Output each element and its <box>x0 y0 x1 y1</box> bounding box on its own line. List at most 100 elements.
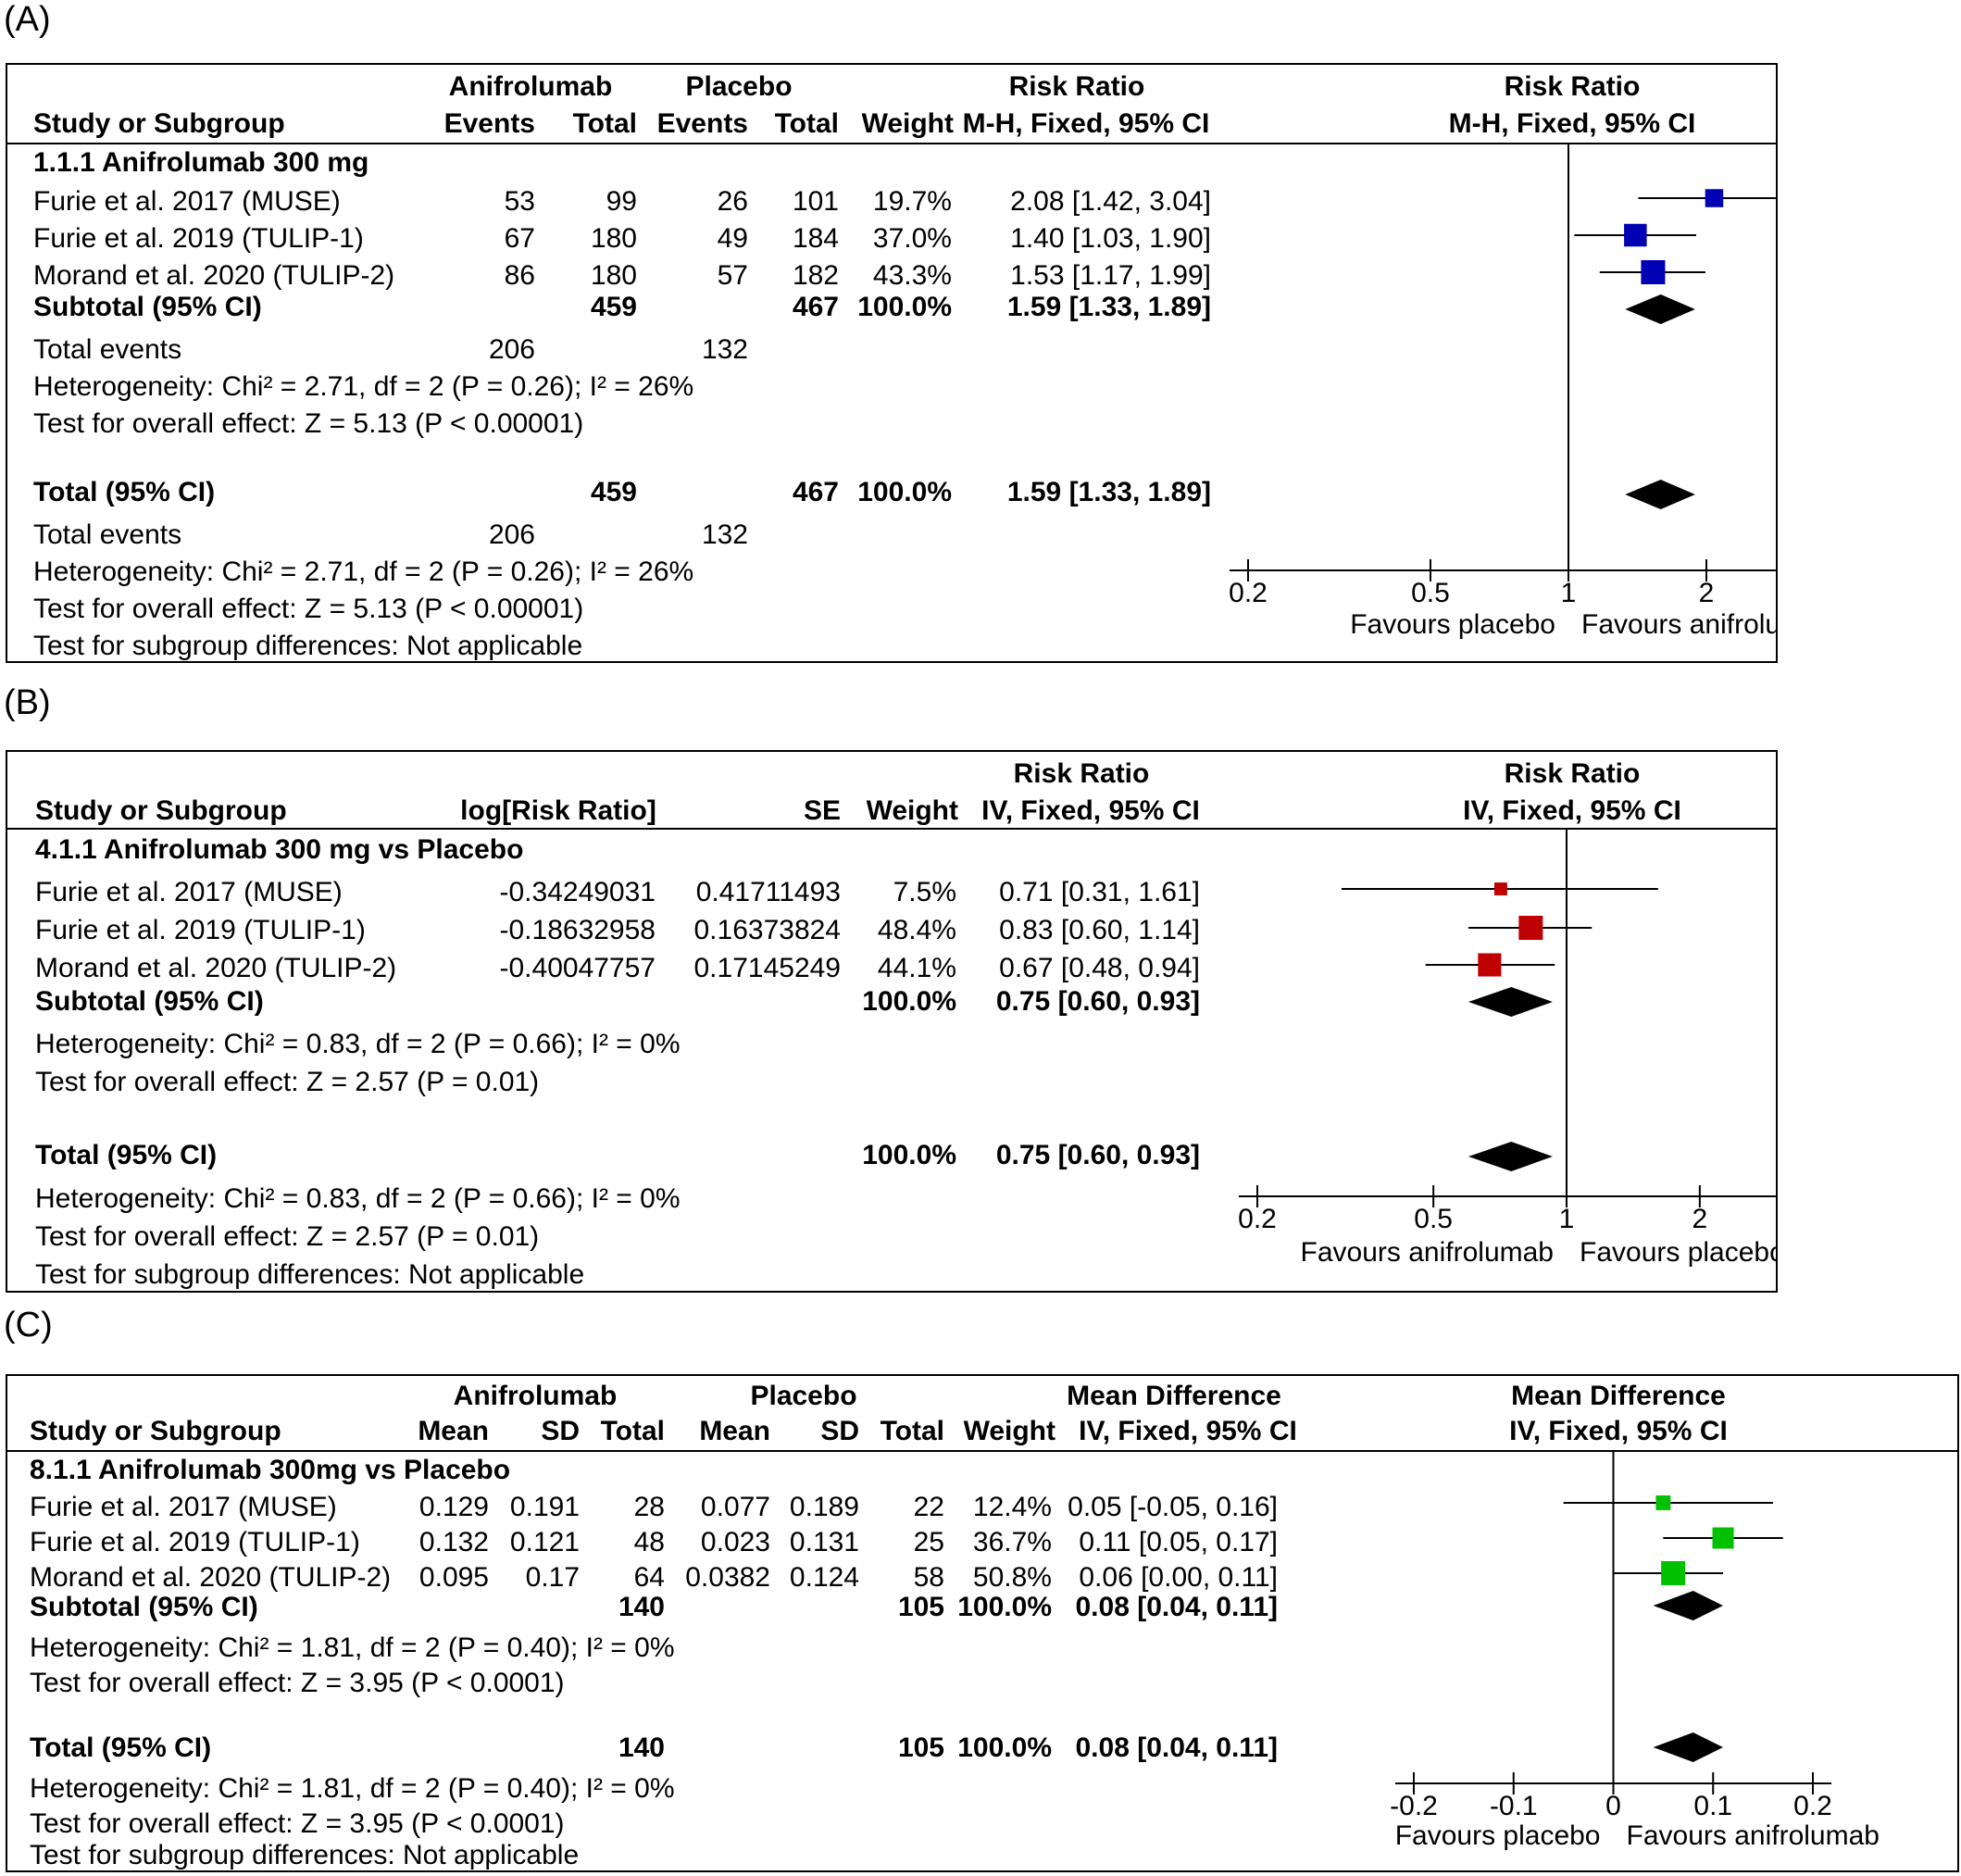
total-weight: 100.0% <box>957 1732 1052 1763</box>
effect-method-header: IV, Fixed, 95% CI <box>981 795 1200 826</box>
heterogeneity: Heterogeneity: Chi² = 1.81, df = 2 (P = … <box>30 1632 675 1663</box>
pooled-diamond <box>1625 294 1695 324</box>
study-name: Furie et al. 2019 (TULIP-1) <box>35 915 366 945</box>
group2-header: Placebo <box>750 1381 857 1411</box>
weight-value: 48.4% <box>877 915 956 945</box>
group2-header: Placebo <box>685 71 793 102</box>
total-value: 25 <box>913 1527 944 1557</box>
subtotal-weight: 100.0% <box>857 292 952 322</box>
overall-effect-test: Test for overall effect: Z = 5.13 (P < 0… <box>33 408 584 439</box>
plot-method-header: M-H, Fixed, 95% CI <box>1448 108 1696 139</box>
total-ci: 0.08 [0.04, 0.11] <box>1075 1732 1279 1763</box>
total-label: Total (95% CI) <box>33 477 216 507</box>
total-value: 64 <box>633 1562 665 1593</box>
plot-header: Risk Ratio <box>1504 71 1641 102</box>
events-value: 26 <box>717 186 748 217</box>
total-label: Total (95% CI) <box>35 1140 218 1170</box>
study-point <box>1712 1527 1734 1549</box>
plot-header: Risk Ratio <box>1504 758 1641 789</box>
total-events-label: Total events <box>33 334 182 365</box>
study-name: Morand et al. 2020 (TULIP-2) <box>33 260 395 291</box>
panel-c: Anifrolumab Placebo Mean Difference Mean… <box>6 1374 1959 1872</box>
sd-header: SD <box>541 1416 580 1446</box>
header-separator <box>7 143 1776 144</box>
events-header: Events <box>656 108 748 139</box>
panel-b: Risk Ratio Risk Ratio Study or Subgroup … <box>6 750 1778 1293</box>
mean-value: 0.095 <box>418 1562 489 1593</box>
favours-right-label: Favours anifrolumab <box>1581 609 1778 640</box>
tick-label: -0.2 <box>1390 1791 1438 1821</box>
study-name: Furie et al. 2017 (MUSE) <box>30 1492 337 1522</box>
effect-ci: 1.40 [1.03, 1.90] <box>1010 223 1211 254</box>
pooled-diamond <box>1468 1142 1553 1171</box>
events-value: 57 <box>717 260 748 291</box>
total-events-label: Total events <box>33 519 182 550</box>
sd-value: 0.17 <box>525 1562 580 1593</box>
study-name: Morand et al. 2020 (TULIP-2) <box>35 953 397 983</box>
weight-value: 43.3% <box>872 260 952 291</box>
log-rr-header: log[Risk Ratio] <box>460 795 656 826</box>
weight-header: Weight <box>866 795 958 826</box>
total-total1: 140 <box>618 1732 665 1763</box>
heterogeneity: Heterogeneity: Chi² = 1.81, df = 2 (P = … <box>30 1773 675 1804</box>
sd-value: 0.124 <box>789 1562 859 1593</box>
plot-method-header: IV, Fixed, 95% CI <box>1509 1416 1728 1446</box>
mean-value: 0.0382 <box>685 1562 770 1593</box>
total-header: Total <box>880 1416 944 1446</box>
group1-header: Anifrolumab <box>453 1381 618 1411</box>
tick-label: 0.5 <box>1411 578 1450 608</box>
tick-label: 2 <box>1692 1204 1708 1234</box>
sd-value: 0.189 <box>789 1492 859 1522</box>
favours-right-label: Favours anifrolumab <box>1627 1820 1880 1851</box>
total-value: 101 <box>792 186 839 217</box>
tick-label: 1 <box>1559 1204 1575 1234</box>
events-value: 86 <box>504 260 535 291</box>
tick-label: 0.1 <box>1693 1791 1732 1821</box>
total-value: 22 <box>913 1492 944 1522</box>
study-name: Furie et al. 2019 (TULIP-1) <box>30 1527 360 1557</box>
sd-value: 0.131 <box>789 1527 859 1557</box>
total-value: 48 <box>633 1527 665 1557</box>
mean-value: 0.129 <box>418 1492 489 1522</box>
subtotal-label: Subtotal (95% CI) <box>33 292 262 322</box>
pooled-diamond <box>1653 1732 1724 1762</box>
study-point <box>1478 953 1502 977</box>
study-column-header: Study or Subgroup <box>30 1416 281 1446</box>
effect-header: Mean Difference <box>1067 1381 1281 1411</box>
overall-effect-test: Test for overall effect: Z = 3.95 (P < 0… <box>30 1808 565 1839</box>
mean-value: 0.077 <box>700 1492 770 1522</box>
effect-ci: 0.71 [0.31, 1.61] <box>999 877 1200 907</box>
study-point <box>1518 916 1543 940</box>
study-column-header: Study or Subgroup <box>33 108 285 139</box>
events-value: 49 <box>717 223 748 254</box>
mean-value: 0.023 <box>700 1527 770 1557</box>
effect-ci: 0.06 [0.00, 0.11] <box>1079 1562 1278 1593</box>
panel-a-label: (A) <box>4 0 51 39</box>
pooled-diamond <box>1653 1591 1724 1620</box>
total-label: Total (95% CI) <box>30 1732 212 1763</box>
weight-value: 37.0% <box>872 223 952 254</box>
total-events-2: 132 <box>701 519 748 550</box>
total-header: Total <box>600 1416 665 1446</box>
forest-plot-c: Favours placebo Favours anifrolumab -0.2… <box>1390 1450 1880 1851</box>
forest-plot-b: Favours anifrolumab Favours placebo 0.2 0… <box>1238 828 1776 1268</box>
effect-method-header: IV, Fixed, 95% CI <box>1079 1416 1297 1446</box>
header-separator <box>7 828 1776 830</box>
se-value: 0.17145249 <box>693 953 842 983</box>
favours-left-label: Favours placebo <box>1395 1820 1601 1851</box>
subtotal-weight: 100.0% <box>862 986 956 1017</box>
total-total2: 467 <box>792 477 839 507</box>
total-ci: 1.59 [1.33, 1.89] <box>1006 477 1211 507</box>
pooled-diamond <box>1625 480 1695 509</box>
weight-value: 19.7% <box>872 186 952 217</box>
effect-ci: 1.53 [1.17, 1.99] <box>1010 260 1211 291</box>
pooled-diamond <box>1468 987 1553 1017</box>
overall-effect-test: Test for overall effect: Z = 2.57 (P = 0… <box>35 1221 540 1252</box>
subtotal-ci: 1.59 [1.33, 1.89] <box>1006 292 1211 322</box>
weight-value: 44.1% <box>877 953 956 983</box>
log-rr-value: -0.34249031 <box>499 877 656 907</box>
weight-header: Weight <box>963 1416 1055 1446</box>
study-point <box>1705 189 1724 207</box>
total-total1: 459 <box>590 477 637 507</box>
subtotal-total1: 459 <box>590 292 637 322</box>
